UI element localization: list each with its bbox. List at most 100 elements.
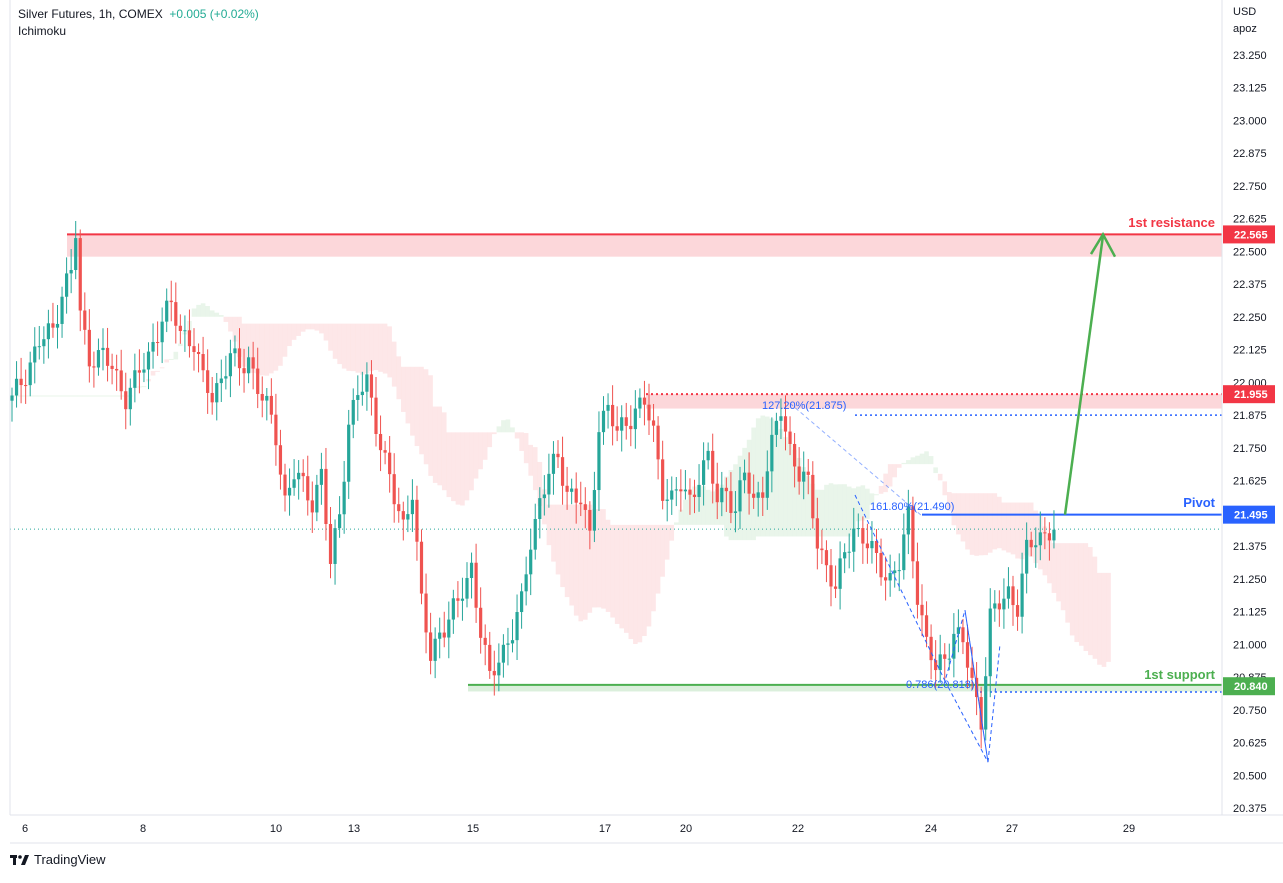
candle-body [187, 330, 192, 347]
cloud-segment [1047, 538, 1052, 584]
candle-body [679, 489, 683, 492]
candle [702, 442, 706, 506]
candle-body [606, 404, 610, 411]
candle [542, 475, 546, 516]
cloud-segment [155, 370, 160, 372]
candle-body [433, 638, 437, 661]
y-tick-label: 20.625 [1233, 738, 1267, 750]
candle [328, 506, 333, 579]
cloud-segment [573, 504, 579, 616]
cloud-segment [969, 493, 975, 555]
cloud-segment [1042, 526, 1048, 576]
cloud-segment [269, 323, 274, 374]
candle [765, 450, 769, 510]
candle-body [306, 476, 310, 501]
candle [74, 220, 78, 280]
y-tick-label: 22.500 [1233, 246, 1267, 258]
cloud-segment [783, 437, 788, 537]
candle-body [560, 457, 565, 486]
candle-body [661, 459, 665, 501]
candle [401, 501, 405, 541]
candle [488, 631, 492, 679]
cloud-segment [774, 421, 779, 537]
indicator-label[interactable]: Ichimoku [18, 24, 67, 38]
candle-body [479, 607, 483, 638]
y-tick-label: 22.625 [1233, 214, 1267, 226]
candle-body [993, 603, 997, 609]
candle [497, 643, 501, 692]
cloud-segment [259, 323, 265, 376]
candle [242, 348, 246, 393]
cloud-segment [441, 412, 447, 491]
candle [779, 398, 783, 440]
candle [206, 349, 210, 414]
candle [797, 447, 801, 495]
candle [538, 487, 542, 539]
candle-body [119, 370, 123, 392]
candle-body [442, 632, 446, 638]
candle-body [469, 562, 474, 578]
cloud-segment [1088, 547, 1093, 656]
cloud-segment [91, 395, 97, 397]
candle [934, 640, 938, 688]
candle [474, 543, 478, 623]
candle-body [146, 351, 151, 370]
candle-body [897, 570, 901, 572]
candle-body [984, 676, 988, 730]
candle [101, 328, 105, 371]
candle [424, 573, 428, 654]
cloud-segment [173, 351, 179, 360]
candle-body [42, 339, 46, 347]
cloud-segment [742, 447, 747, 541]
candle [965, 624, 970, 689]
candle [292, 459, 296, 496]
cloud-segment [487, 432, 493, 448]
candle-body [342, 481, 346, 515]
candle [897, 553, 901, 592]
candle-body [374, 397, 378, 434]
candle-body [460, 598, 465, 601]
candle-body [69, 269, 73, 274]
candle-body [838, 558, 842, 589]
brand[interactable]: TradingView [10, 852, 106, 867]
cloud-segment [355, 323, 361, 373]
candle-body [24, 385, 28, 387]
candle-body [943, 654, 947, 659]
harmonic-pattern-xa [789, 402, 923, 517]
cloud-segment [150, 370, 156, 376]
x-tick-label: 29 [1123, 823, 1135, 835]
candle-body [210, 392, 214, 403]
cloud-segment [1028, 502, 1034, 557]
candle [838, 541, 842, 610]
candle [533, 503, 537, 560]
candle [433, 627, 437, 679]
y-tick-label: 21.125 [1233, 607, 1267, 619]
cloud-segment [1065, 543, 1070, 623]
candle [210, 376, 214, 415]
cloud-segment [278, 323, 283, 366]
candle [201, 336, 205, 383]
candle-body [365, 374, 369, 392]
candle-body [269, 395, 273, 415]
candle [55, 305, 60, 349]
candle [506, 627, 510, 666]
candle [597, 411, 601, 511]
cloud-segment [241, 323, 247, 367]
candle [565, 466, 569, 510]
candle [824, 540, 829, 583]
x-tick-label: 6 [22, 823, 28, 835]
cloud-segment [933, 467, 938, 474]
cloud-segment [842, 484, 847, 537]
cloud-segment [837, 484, 843, 537]
candle [324, 447, 328, 541]
candle-body [260, 393, 264, 401]
candle [274, 393, 278, 466]
candle [178, 314, 182, 344]
cloud-segment [578, 504, 584, 622]
candle-body [256, 368, 260, 394]
cloud-segment [669, 524, 675, 541]
candle-body [793, 443, 797, 467]
candle [483, 624, 487, 666]
